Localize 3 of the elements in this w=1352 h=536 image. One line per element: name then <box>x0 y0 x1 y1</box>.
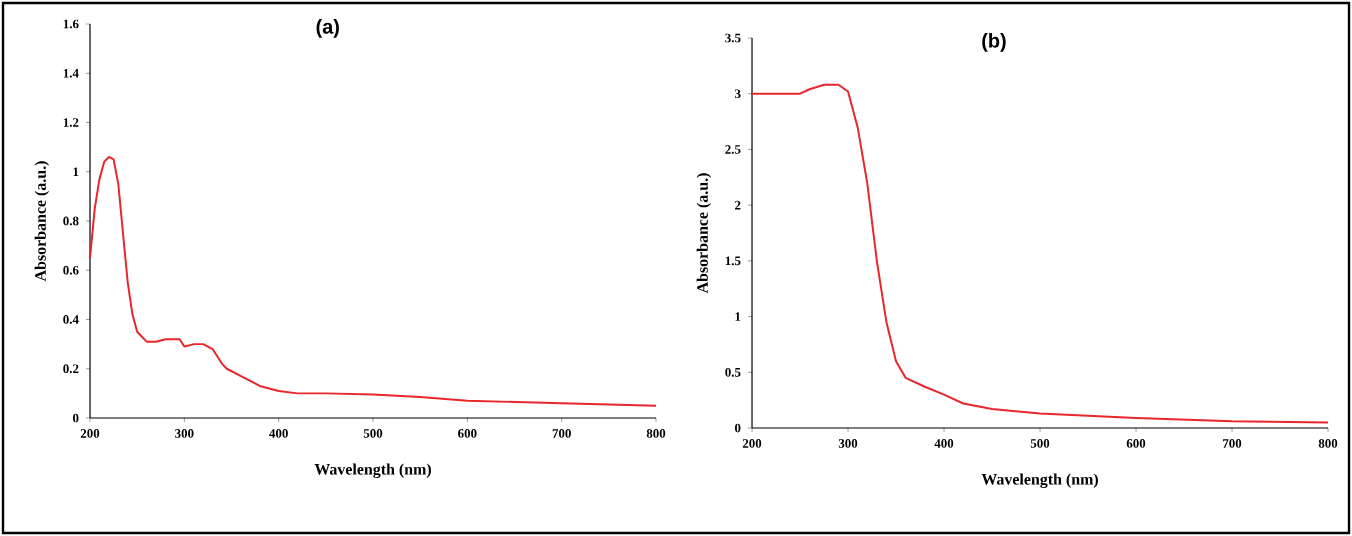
chart-title: (a) <box>316 19 339 38</box>
line-series <box>751 83 1330 424</box>
chart-title: (b) <box>982 33 1006 52</box>
